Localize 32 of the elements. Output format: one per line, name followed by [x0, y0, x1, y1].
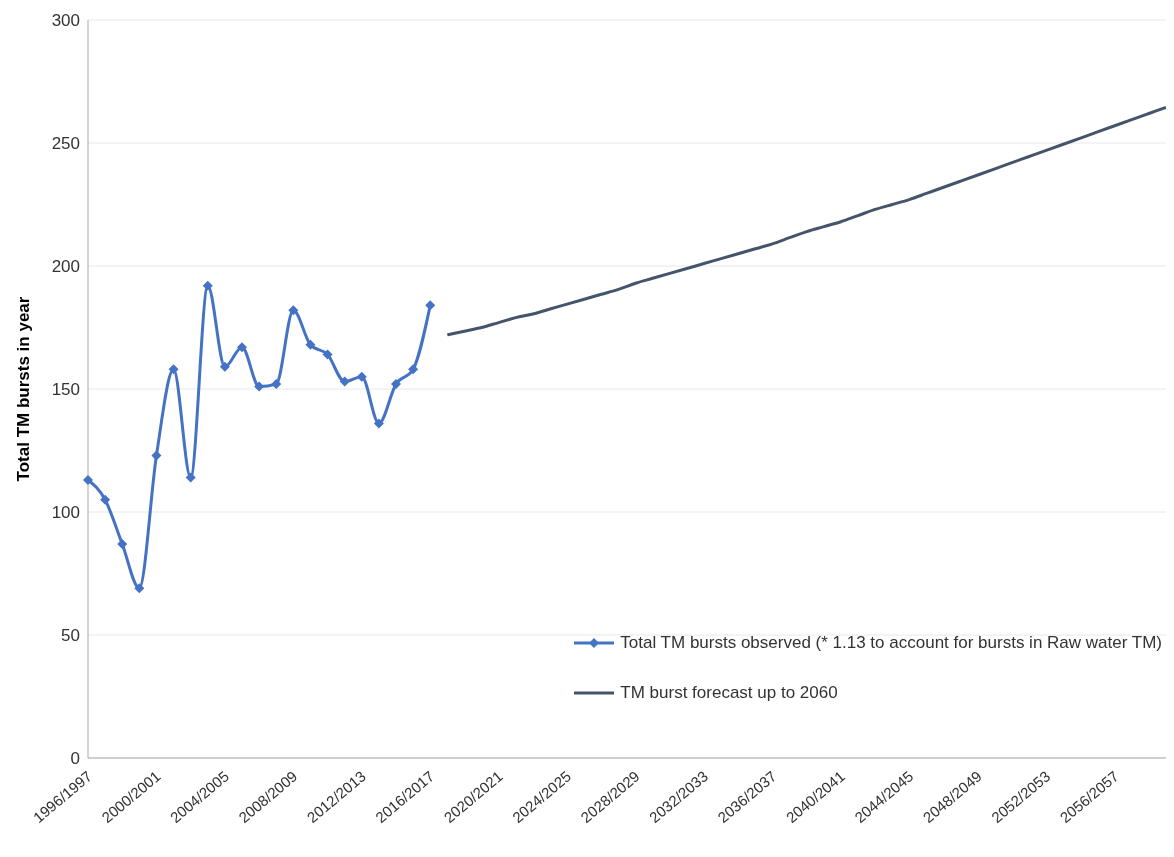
point	[322, 349, 333, 360]
point	[356, 371, 367, 382]
legend-label: TM burst forecast up to 2060	[620, 683, 838, 703]
point	[305, 339, 316, 350]
y-tick-label: 0	[70, 749, 80, 769]
point	[219, 361, 230, 372]
point	[339, 376, 350, 387]
legend-label: Total TM bursts observed (* 1.13 to account for bursts in Raw water TM)	[620, 633, 1162, 653]
point	[117, 538, 128, 549]
point	[185, 472, 196, 483]
point	[373, 418, 384, 429]
point	[168, 364, 179, 375]
point	[425, 300, 436, 311]
y-tick-label: 200	[51, 257, 80, 277]
point	[271, 379, 282, 390]
line-series	[445, 105, 1166, 337]
y-tick-label: 300	[51, 11, 80, 31]
point	[254, 381, 265, 392]
y-tick-label: 50	[61, 626, 80, 646]
point	[288, 305, 299, 316]
y-axis-title: Total TM bursts in year	[14, 296, 34, 482]
point	[134, 583, 145, 594]
point	[100, 494, 111, 505]
point	[408, 364, 419, 375]
point	[151, 450, 162, 461]
point	[391, 379, 401, 390]
point	[83, 475, 93, 486]
point	[237, 342, 247, 353]
point	[202, 280, 213, 291]
y-tick-label: 250	[51, 134, 80, 154]
y-tick-label: 150	[51, 380, 80, 400]
y-tick-label: 100	[51, 503, 80, 523]
